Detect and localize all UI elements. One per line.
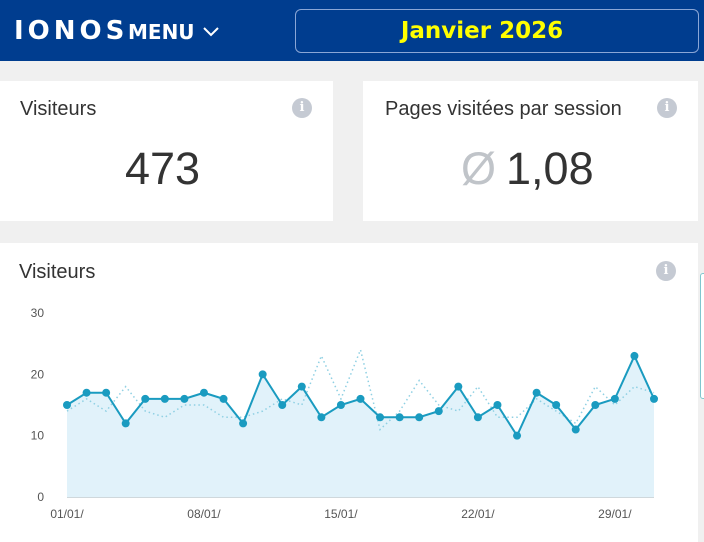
visitors-chart-title: Visiteurs xyxy=(19,261,96,283)
top-header-bar: IONOS MENU Janvier 2026 xyxy=(0,0,704,61)
menu-button[interactable]: MENU xyxy=(128,17,219,47)
x-tick-label: 15/01/ xyxy=(324,507,358,521)
data-point xyxy=(141,394,150,403)
x-tick-label: 29/01/ xyxy=(598,507,632,521)
pages-per-session-title: Pages visitées par session xyxy=(385,98,622,120)
visitors-card: Visiteurs i 473 xyxy=(0,81,333,221)
y-tick-label: 10 xyxy=(31,429,45,443)
data-point xyxy=(219,394,228,403)
data-point xyxy=(317,413,326,422)
visitors-line-chart: 0 10 20 30 01/01/08/01/15/01/22/01/29/01/ xyxy=(31,306,658,521)
data-point xyxy=(650,394,658,403)
data-point xyxy=(258,370,267,379)
pages-per-session-value-wrap: Ø 1,08 xyxy=(461,143,594,195)
x-tick-label: 01/01/ xyxy=(50,507,84,521)
pages-per-session-card: Pages visitées par session i Ø 1,08 xyxy=(363,81,698,221)
data-point xyxy=(336,401,345,409)
data-point xyxy=(434,407,443,416)
info-icon[interactable]: i xyxy=(657,98,677,118)
data-point xyxy=(199,388,208,397)
data-point xyxy=(493,401,502,409)
chevron-down-icon xyxy=(202,27,219,37)
data-point xyxy=(630,351,639,360)
data-point xyxy=(395,413,404,422)
data-point xyxy=(160,394,169,403)
data-point xyxy=(180,394,189,403)
info-icon[interactable]: i xyxy=(656,261,676,281)
y-tick-label: 0 xyxy=(37,490,44,504)
ionos-logo[interactable]: IONOS xyxy=(14,16,129,46)
data-point xyxy=(121,419,130,428)
data-point xyxy=(591,401,600,409)
data-point xyxy=(63,401,71,409)
visitors-total-value: 473 xyxy=(125,143,201,194)
y-tick-label: 30 xyxy=(31,306,45,320)
x-tick-label: 22/01/ xyxy=(461,507,495,521)
data-point xyxy=(82,388,91,397)
data-point xyxy=(102,388,111,397)
data-point xyxy=(278,401,287,409)
primary-series-area xyxy=(67,355,654,497)
data-point xyxy=(454,382,463,391)
visitors-card-title: Visiteurs xyxy=(20,98,97,120)
menu-label: MENU xyxy=(128,20,195,44)
x-tick-label: 08/01/ xyxy=(187,507,221,521)
pages-per-session-value: 1,08 xyxy=(506,143,594,194)
month-selector[interactable]: Janvier 2026 xyxy=(295,9,699,53)
data-point xyxy=(376,413,385,422)
data-point xyxy=(571,425,580,434)
side-panel-tab[interactable] xyxy=(700,273,704,399)
data-point xyxy=(513,431,522,440)
data-point xyxy=(356,394,365,403)
data-point xyxy=(473,413,482,422)
comparison-series-line xyxy=(66,347,655,431)
average-symbol: Ø xyxy=(461,143,497,194)
data-point xyxy=(610,394,619,403)
month-label: Janvier 2026 xyxy=(400,18,564,44)
data-point xyxy=(239,419,248,428)
data-point xyxy=(297,382,306,391)
data-point xyxy=(415,413,424,422)
info-icon[interactable]: i xyxy=(292,98,312,118)
data-point xyxy=(552,401,561,409)
y-tick-label: 20 xyxy=(31,367,45,381)
data-point xyxy=(532,388,541,397)
